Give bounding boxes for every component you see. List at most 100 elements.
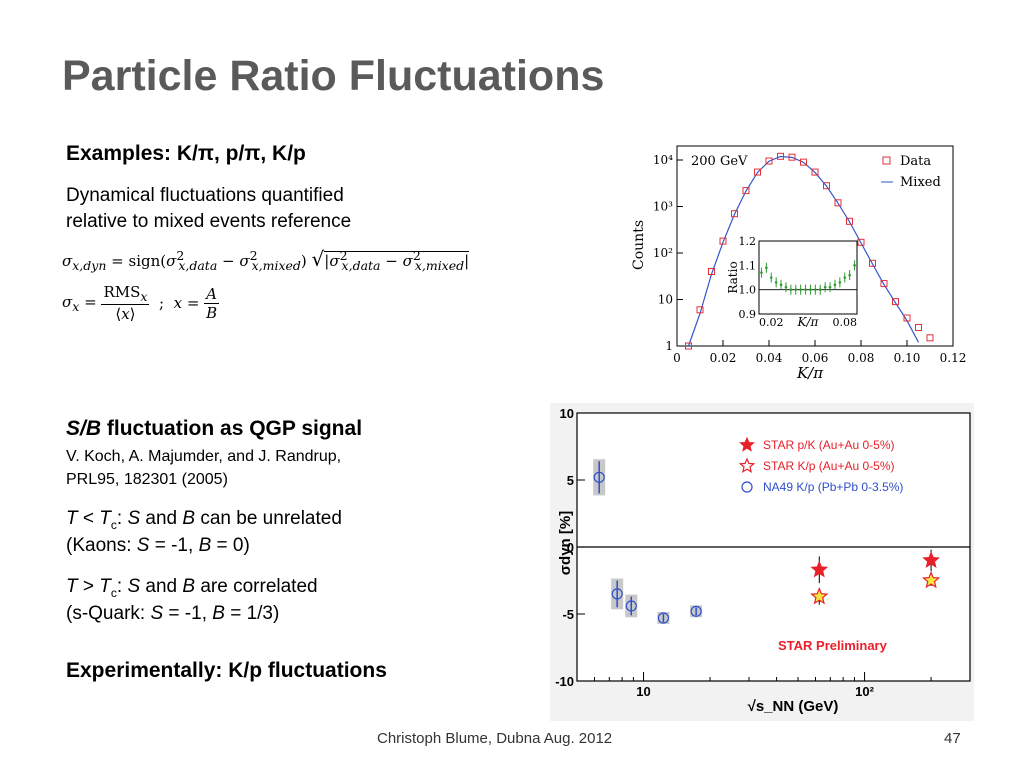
chart1-data-point <box>892 298 899 306</box>
chart1-data-point <box>719 237 727 245</box>
chart1-x-tick-label: 0.02 <box>710 351 737 365</box>
slide-title: Particle Ratio Fluctuations <box>62 52 605 100</box>
inset-ratio-point <box>853 264 856 267</box>
legend-na49-marker <box>741 481 753 493</box>
inset-ratio-point <box>794 288 798 291</box>
case2-line-1: T > Tc: S and B are correlated <box>66 576 318 600</box>
chart1-mixed-line <box>687 155 920 347</box>
chart1-y-tick-label: 1 <box>665 339 673 353</box>
reference-line-1: V. Koch, A. Majumder, and J. Randrup, <box>66 448 342 465</box>
inset-ratio-point <box>769 276 773 279</box>
legend-data-marker <box>882 156 891 165</box>
chart1-x-tick-label: 0.10 <box>894 351 921 365</box>
chart1-data-point <box>823 182 830 190</box>
inset-ratio-point <box>760 271 763 274</box>
sb-heading: S/B fluctuation as QGP signal <box>66 417 362 441</box>
legend-label: NA49 K/p (Pb+Pb 0-3.5%) <box>763 480 903 494</box>
chart1-x-tick-label: 0.08 <box>848 351 875 365</box>
inset-y-tick-label: 0.9 <box>739 308 757 321</box>
na49-point <box>593 471 605 483</box>
case1-line-2: (Kaons: S = -1, B = 0) <box>66 535 250 556</box>
star-pk-point <box>922 551 940 568</box>
examples-heading: Examples: K/π, p/π, K/p <box>66 142 306 165</box>
chart2-x-tick-label: 10 <box>636 684 650 699</box>
case1-line-1: T < Tc: S and B can be unrelated <box>66 508 342 532</box>
chart1-data-point <box>880 280 888 288</box>
kpi-distribution-chart: Counts K/π 200 GeV Data Mixed 0 0.02 0.04 0… <box>631 145 967 380</box>
sb-heading-rest: fluctuation as QGP signal <box>101 417 363 440</box>
inset-x-tick-label: 0.02 <box>759 316 784 329</box>
legend-label: STAR K/p (Au+Au 0-5%) <box>763 459 895 473</box>
inset-ratio-point <box>838 281 842 284</box>
chart1-data-point <box>708 268 715 276</box>
inset-ratio-point <box>765 266 768 270</box>
description-line-2: relative to mixed events reference <box>66 211 352 232</box>
sigma-dyn-formula: σx,dyn = sign(σ2x,data − σ2x,mixed) √|σ2… <box>62 247 470 273</box>
chart2-xlabel: √s_NN (GeV) <box>748 698 839 715</box>
chart1-y-tick-label: 10³ <box>653 199 673 213</box>
chart1-x-tick-label: 0.06 <box>802 351 829 365</box>
chart1-data-point <box>811 168 819 176</box>
chart2-y-tick-label: 10 <box>560 406 574 421</box>
chart1-data-point <box>926 334 934 342</box>
inset-ratio-point <box>828 285 832 289</box>
inset-ratio-point <box>833 283 837 287</box>
inset-ratio-point <box>784 285 788 289</box>
chart1-data-point <box>777 152 784 160</box>
chart1-y-tick-label: 10² <box>653 246 673 260</box>
chart2-y-tick-label: 5 <box>567 473 574 488</box>
sigma-dyn-energy-chart: σdyn [%] √s_NN (GeV) STAR Preliminary 10… <box>550 403 974 721</box>
chart1-ylabel: Counts <box>631 220 647 270</box>
chart1-data-point <box>846 217 853 225</box>
chart1-data-point <box>685 342 692 350</box>
chart1-data-point <box>742 187 750 195</box>
footer-page-number: 47 <box>944 730 961 747</box>
chart1-x-tick-label: 0.04 <box>756 351 783 365</box>
chart2-y-tick-label: -5 <box>562 607 574 622</box>
chart1-x-tick-label: 0.12 <box>940 351 967 365</box>
inset-y-tick-label: 1.0 <box>739 284 757 297</box>
sb-heading-b: B <box>85 417 102 440</box>
description-line-1: Dynamical fluctuations quantified <box>66 185 344 206</box>
legend-mixed-label: Mixed <box>900 175 941 190</box>
conclusion: Experimentally: K/p fluctuations <box>66 659 387 682</box>
chart2-annotation: STAR Preliminary <box>778 638 888 653</box>
sb-heading-s: S <box>66 417 81 440</box>
chart1-data-point <box>857 238 865 246</box>
inset-frame <box>758 240 858 315</box>
reference-line-2: PRL95, 182301 (2005) <box>66 471 228 488</box>
chart2-y-tick-label: 0 <box>567 540 574 555</box>
inset-ratio-point <box>774 281 778 284</box>
case2-line-2: (s-Quark: S = -1, B = 1/3) <box>66 603 280 624</box>
footer-author: Christoph Blume, Dubna Aug. 2012 <box>377 730 613 747</box>
inset-y-tick-label: 1.1 <box>739 259 757 272</box>
chart1-data-point <box>915 323 922 331</box>
legend-label: STAR p/K (Au+Au 0-5%) <box>763 438 895 452</box>
chart1-legend: Data Mixed <box>881 154 941 190</box>
chart1-xlabel: K/π <box>796 364 824 380</box>
star-pk-point <box>810 560 829 578</box>
chart1-data-point <box>788 153 796 161</box>
inset-xlabel: K/π <box>797 315 820 329</box>
inset-ylabel: Ratio <box>726 261 740 293</box>
chart1-data-point <box>834 199 842 207</box>
chart1-y-tick-label: 10 <box>658 292 673 306</box>
chart2-y-tick-label: -10 <box>555 674 574 689</box>
chart1-data-point <box>754 168 761 176</box>
chart1-data-point <box>800 158 807 166</box>
legend-data-label: Data <box>900 154 931 169</box>
chart1-y-tick-label: 10⁴ <box>653 153 673 167</box>
chart2-ylabel: σdyn [%] <box>557 511 574 575</box>
na49-point <box>657 612 670 624</box>
chart1-data-point <box>765 157 773 165</box>
inset-ratio-point <box>809 288 812 291</box>
legend-star-kp-marker <box>738 457 756 473</box>
legend-star-pk-marker <box>739 436 755 452</box>
inset-x-tick-label: 0.08 <box>833 316 858 329</box>
inset-ratio-point <box>843 276 847 279</box>
chart1-data-point <box>696 306 704 314</box>
inset-ratio-point <box>814 288 817 291</box>
chart1-x-tick-label: 0 <box>673 351 681 365</box>
chart2-x-tick-label: 10² <box>855 684 874 699</box>
